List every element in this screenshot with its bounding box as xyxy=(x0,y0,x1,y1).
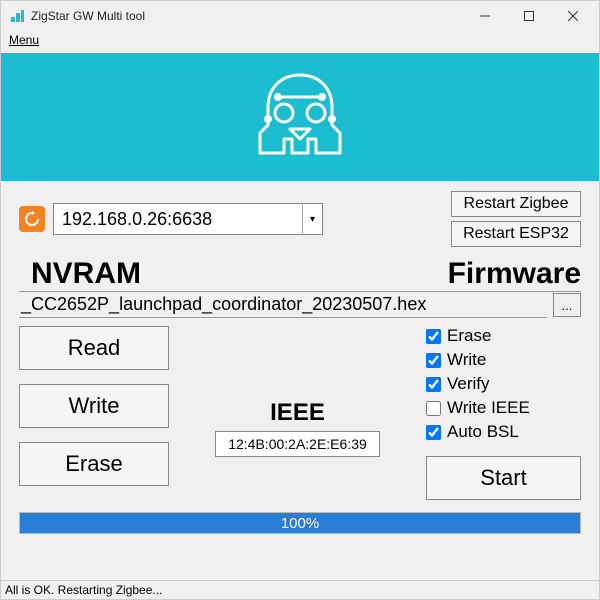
firmware-column: Erase Write Verify Write IEEE Auto BSL xyxy=(426,326,581,500)
check-write-ieee-label: Write IEEE xyxy=(447,398,530,418)
app-window: ZigStar GW Multi tool Menu xyxy=(0,0,600,600)
check-write[interactable]: Write xyxy=(426,350,581,370)
progress-bar: 100% xyxy=(19,512,581,534)
address-combo[interactable]: ▾ xyxy=(53,203,323,235)
restart-zigbee-button[interactable]: Restart Zigbee xyxy=(451,191,581,217)
logo-icon xyxy=(240,67,360,167)
address-input[interactable] xyxy=(54,204,302,234)
chevron-down-icon[interactable]: ▾ xyxy=(302,204,322,234)
nvram-read-button[interactable]: Read xyxy=(19,326,169,370)
section-headings: NVRAM Firmware xyxy=(19,257,581,291)
check-write-ieee-box[interactable] xyxy=(426,401,441,416)
status-text: All is OK. Restarting Zigbee... xyxy=(5,583,162,597)
ieee-column: IEEE xyxy=(177,326,418,500)
window-title: ZigStar GW Multi tool xyxy=(31,9,463,23)
app-icon xyxy=(9,8,25,24)
nvram-column: Read Write Erase xyxy=(19,326,169,500)
content-area: ▾ Restart Zigbee Restart ESP32 NVRAM Fir… xyxy=(1,181,599,580)
ieee-input[interactable] xyxy=(215,431,380,457)
restart-buttons: Restart Zigbee Restart ESP32 xyxy=(451,191,581,247)
start-button[interactable]: Start xyxy=(426,456,581,500)
banner xyxy=(1,53,599,181)
check-auto-bsl-label: Auto BSL xyxy=(447,422,519,442)
check-erase-box[interactable] xyxy=(426,329,441,344)
restart-esp32-button[interactable]: Restart ESP32 xyxy=(451,221,581,247)
check-write-label: Write xyxy=(447,350,486,370)
ieee-label: IEEE xyxy=(270,399,325,427)
nvram-erase-button[interactable]: Erase xyxy=(19,442,169,486)
status-bar: All is OK. Restarting Zigbee... xyxy=(1,580,599,599)
titlebar: ZigStar GW Multi tool xyxy=(1,1,599,31)
check-verify[interactable]: Verify xyxy=(426,374,581,394)
connection-row: ▾ Restart Zigbee Restart ESP32 xyxy=(19,191,581,247)
check-auto-bsl-box[interactable] xyxy=(426,425,441,440)
menu-item[interactable]: Menu xyxy=(9,33,39,47)
nvram-heading: NVRAM xyxy=(31,257,141,291)
refresh-button[interactable] xyxy=(19,206,45,232)
window-controls xyxy=(463,2,595,30)
check-write-ieee[interactable]: Write IEEE xyxy=(426,398,581,418)
check-write-box[interactable] xyxy=(426,353,441,368)
maximize-button[interactable] xyxy=(507,2,551,30)
progress-text: 100% xyxy=(20,513,580,533)
firmware-heading: Firmware xyxy=(448,257,581,291)
check-verify-label: Verify xyxy=(447,374,490,394)
browse-button[interactable]: ... xyxy=(553,293,581,317)
menubar: Menu xyxy=(1,31,599,53)
check-verify-box[interactable] xyxy=(426,377,441,392)
check-auto-bsl[interactable]: Auto BSL xyxy=(426,422,581,442)
firmware-file-path: _CC2652P_launchpad_coordinator_20230507.… xyxy=(19,292,547,318)
nvram-write-button[interactable]: Write xyxy=(19,384,169,428)
minimize-button[interactable] xyxy=(463,2,507,30)
check-erase[interactable]: Erase xyxy=(426,326,581,346)
main-grid: Read Write Erase IEEE Erase Write xyxy=(19,326,581,500)
check-erase-label: Erase xyxy=(447,326,491,346)
close-button[interactable] xyxy=(551,2,595,30)
firmware-file-row: _CC2652P_launchpad_coordinator_20230507.… xyxy=(19,291,581,318)
